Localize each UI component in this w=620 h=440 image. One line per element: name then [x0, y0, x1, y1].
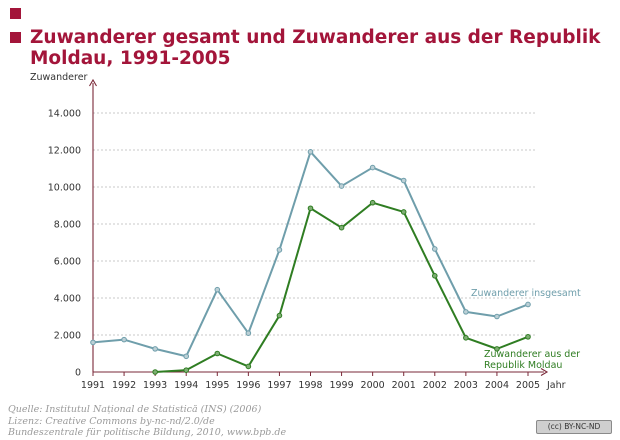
- y-tick-label: 6.000: [54, 257, 81, 268]
- data-point: [245, 363, 252, 370]
- y-tick-label: 2.000: [54, 331, 81, 342]
- data-point: [463, 309, 469, 315]
- x-tick-label: 2005: [516, 380, 540, 391]
- data-point: [276, 247, 283, 253]
- series-label-moldau: Zuwanderer aus der: [484, 349, 580, 360]
- x-tick-label: 1992: [112, 380, 136, 391]
- source-line: Quelle: Institutul Național de Statistic…: [8, 404, 262, 415]
- header-marker-row: [8, 8, 608, 21]
- data-point: [245, 330, 252, 336]
- data-point: [152, 369, 158, 375]
- publisher-line: Bundeszentrale für politische Bildung, 2…: [8, 427, 287, 438]
- x-axis-label: Jahr: [546, 380, 566, 391]
- data-point: [369, 164, 376, 171]
- data-point: [338, 224, 345, 231]
- data-point: [183, 353, 190, 360]
- data-point: [307, 205, 314, 212]
- y-tick-label: 0: [75, 368, 81, 379]
- data-point: [494, 346, 500, 352]
- x-axis-arrow-icon: [540, 368, 549, 376]
- y-tick-label: 12.000: [48, 146, 81, 157]
- x-tick-label: 1993: [143, 380, 167, 391]
- series-label-total: Zuwanderer insgesamt: [471, 288, 581, 299]
- data-point: [400, 177, 407, 184]
- data-point: [90, 339, 96, 346]
- data-point: [525, 334, 531, 340]
- license-line: Lizenz: Creative Commons by-nc-nd/2.0/de: [8, 415, 215, 427]
- x-tick-label: 2000: [361, 380, 385, 391]
- x-tick-label: 1995: [205, 380, 229, 391]
- data-point: [307, 149, 314, 155]
- chart-header: Zuwanderer gesamt und Zuwanderer aus der…: [8, 8, 608, 69]
- square-bullet-icon: [10, 8, 21, 19]
- data-point: [183, 367, 190, 373]
- y-axis-label: Zuwanderer: [30, 72, 88, 83]
- data-point: [400, 209, 407, 215]
- y-tick-label: 4.000: [54, 294, 81, 305]
- x-tick-label: 2002: [423, 380, 447, 391]
- data-point: [214, 286, 221, 293]
- data-point: [525, 301, 531, 308]
- x-tick-label: 1996: [236, 380, 260, 391]
- data-point: [431, 246, 438, 252]
- data-point: [431, 273, 438, 279]
- x-tick-label: 1999: [329, 380, 353, 391]
- data-point: [152, 346, 158, 352]
- x-tick-label: 1994: [174, 380, 198, 391]
- series-line-total: [92, 150, 529, 358]
- source-note: Quelle: Institutul Național de Statistic…: [8, 404, 286, 439]
- series-label-moldau: Republik Moldau: [484, 360, 562, 371]
- title-row: Zuwanderer gesamt und Zuwanderer aus der…: [8, 27, 608, 69]
- x-tick-label: 2001: [392, 380, 416, 391]
- y-tick-label: 14.000: [48, 109, 81, 120]
- data-point: [276, 312, 283, 319]
- data-point: [463, 334, 469, 341]
- data-point: [494, 313, 500, 320]
- x-tick-label: 1991: [81, 380, 105, 391]
- data-point: [338, 183, 345, 189]
- data-point: [121, 336, 127, 343]
- x-tick-label: 2004: [485, 380, 509, 391]
- data-point: [214, 350, 221, 357]
- data-point: [369, 199, 376, 206]
- x-tick-label: 1998: [298, 380, 322, 391]
- y-axis-arrow-icon: [89, 78, 97, 87]
- cc-license-badge[interactable]: (cc) BY-NC-ND: [536, 420, 612, 434]
- y-tick-label: 10.000: [48, 183, 81, 194]
- chart-title: Zuwanderer gesamt und Zuwanderer aus der…: [30, 27, 601, 69]
- x-tick-label: 2003: [454, 380, 478, 391]
- square-bullet-icon: [10, 32, 21, 43]
- y-tick-label: 8.000: [54, 220, 81, 231]
- x-tick-label: 1997: [267, 380, 291, 391]
